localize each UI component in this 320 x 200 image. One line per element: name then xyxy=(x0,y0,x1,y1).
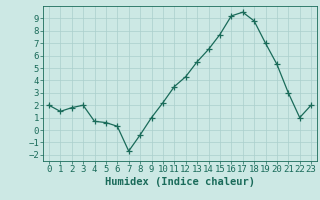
X-axis label: Humidex (Indice chaleur): Humidex (Indice chaleur) xyxy=(105,177,255,187)
